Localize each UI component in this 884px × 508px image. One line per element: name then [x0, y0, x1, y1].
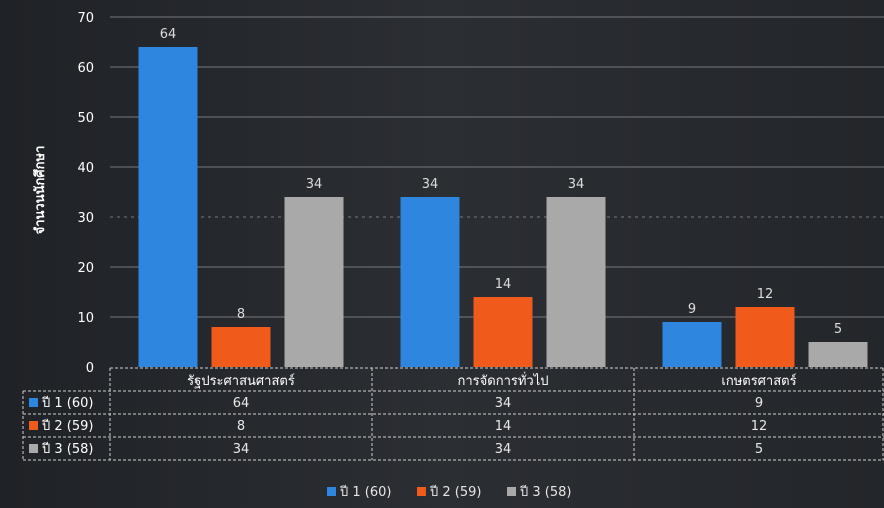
bar-2-3	[735, 307, 795, 367]
data-label-3-1: 34	[306, 177, 323, 192]
legend-key-1	[327, 487, 336, 496]
legend-label-3: ปี 3 (58)	[519, 484, 572, 500]
y-tick-50: 50	[77, 111, 94, 126]
data-label-2-2: 14	[495, 277, 512, 292]
bars	[138, 47, 868, 367]
table-header-3: เกษตรศาสตร์	[721, 373, 796, 389]
table-cell-2-2: 14	[495, 419, 512, 434]
bar-2-1	[211, 327, 271, 367]
data-label-1-3: 9	[688, 302, 696, 317]
y-axis-label: จำนวนนักศึกษา	[32, 146, 48, 235]
legend: ปี 1 (60) ปี 2 (59) ปี 3 (58)	[327, 484, 571, 500]
table-header-2: การจัดการทั่วไป	[457, 372, 548, 389]
data-label-2-3: 12	[757, 287, 774, 302]
table-legend-key-3	[29, 444, 38, 453]
data-label-3-3: 5	[834, 322, 842, 337]
table-legend-key-2	[29, 421, 38, 430]
bar-3-3	[808, 342, 868, 367]
y-tick-20: 20	[77, 261, 94, 276]
table-cell-1-2: 34	[495, 396, 512, 411]
table-legend-key-1	[29, 398, 38, 407]
legend-label-1: ปี 1 (60)	[339, 484, 392, 500]
table-cell-3-1: 34	[233, 442, 250, 457]
bar-1-2	[400, 197, 460, 367]
legend-label-2: ปี 2 (59)	[429, 484, 482, 500]
table-header-1: รัฐประศาสนศาสตร์	[187, 373, 295, 389]
data-table: รัฐประศาสนศาสตร์ การจัดการทั่วไป เกษตรศาสต…	[22, 367, 884, 461]
data-label-1-1: 64	[160, 27, 177, 42]
bar-1-3	[662, 322, 722, 367]
y-tick-30: 30	[77, 211, 94, 226]
table-cell-2-3: 12	[751, 419, 768, 434]
data-label-3-2: 34	[568, 177, 585, 192]
data-label-2-1: 8	[237, 307, 245, 322]
data-label-1-2: 34	[422, 177, 439, 192]
bar-3-1	[284, 197, 344, 367]
gridlines	[110, 16, 884, 318]
table-cell-1-1: 64	[233, 396, 250, 411]
y-tick-70: 70	[77, 11, 94, 26]
table-cell-3-2: 34	[495, 442, 512, 457]
table-series-label-1: ปี 1 (60)	[41, 395, 94, 411]
legend-key-3	[507, 487, 516, 496]
data-labels: 64 8 34 34 14 34 9 12 5	[160, 27, 842, 337]
y-tick-60: 60	[77, 61, 94, 76]
table-cell-1-3: 9	[755, 396, 763, 411]
legend-key-2	[417, 487, 426, 496]
table-cell-3-3: 5	[755, 442, 763, 457]
table-series-label-2: ปี 2 (59)	[41, 418, 94, 434]
y-tick-labels: 0 10 20 30 40 50 60 70	[77, 11, 94, 376]
bar-1-1	[138, 47, 198, 367]
y-tick-10: 10	[77, 311, 94, 326]
bar-3-2	[546, 197, 606, 367]
y-tick-40: 40	[77, 161, 94, 176]
table-series-label-3: ปี 3 (58)	[41, 441, 94, 457]
table-cell-2-1: 8	[237, 419, 245, 434]
y-tick-0: 0	[86, 361, 94, 376]
bar-2-2	[473, 297, 533, 367]
